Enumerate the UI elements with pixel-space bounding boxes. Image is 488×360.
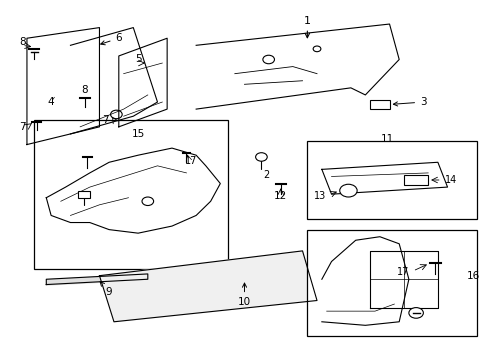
Text: 11: 11 bbox=[380, 134, 393, 144]
Text: 12: 12 bbox=[274, 191, 287, 201]
Text: 9: 9 bbox=[100, 282, 112, 297]
Circle shape bbox=[110, 110, 122, 119]
Text: 4: 4 bbox=[48, 97, 54, 107]
Text: 3: 3 bbox=[392, 97, 426, 107]
Bar bbox=[307, 230, 476, 336]
Bar bbox=[34, 120, 227, 269]
Text: 1: 1 bbox=[303, 15, 310, 38]
Circle shape bbox=[408, 307, 423, 318]
Bar bbox=[78, 192, 90, 198]
Circle shape bbox=[339, 184, 356, 197]
Text: 17: 17 bbox=[396, 267, 408, 277]
Text: 17: 17 bbox=[185, 156, 197, 166]
Text: 8: 8 bbox=[81, 85, 88, 95]
Bar bbox=[369, 100, 389, 109]
Circle shape bbox=[255, 153, 266, 161]
Circle shape bbox=[142, 197, 153, 206]
Text: 13: 13 bbox=[314, 191, 326, 201]
Polygon shape bbox=[99, 251, 316, 322]
Bar bbox=[403, 175, 427, 185]
Text: 7: 7 bbox=[19, 122, 25, 132]
Text: 2: 2 bbox=[263, 170, 269, 180]
Circle shape bbox=[312, 46, 320, 52]
Text: 5: 5 bbox=[135, 54, 141, 64]
Text: 14: 14 bbox=[444, 175, 456, 185]
Text: 16: 16 bbox=[466, 271, 479, 281]
Circle shape bbox=[263, 55, 274, 64]
Text: 7: 7 bbox=[102, 115, 109, 125]
Text: 10: 10 bbox=[238, 283, 250, 307]
Bar bbox=[307, 141, 476, 219]
Text: 8: 8 bbox=[19, 37, 25, 47]
Text: 6: 6 bbox=[101, 33, 122, 45]
Text: 15: 15 bbox=[131, 129, 144, 139]
